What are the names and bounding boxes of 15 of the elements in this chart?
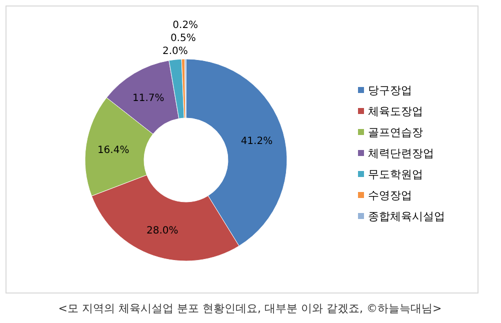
text: <모 지역의 체육시설업 분포 현황인데요, 대부분 이와 같겠죠, ©하늘늑대님>: [58, 302, 442, 315]
data-label: 0.2%: [172, 20, 198, 31]
legend-label: 체력단련장업: [368, 147, 434, 160]
data-label: 2.0%: [162, 46, 188, 57]
data-label: 41.2%: [240, 136, 273, 147]
data-label: 28.0%: [146, 226, 178, 237]
data-label: 0.5%: [170, 33, 196, 44]
legend-label: 수영장업: [368, 189, 412, 202]
data-label: 11.7%: [132, 92, 164, 104]
legend-label: 체육도장업: [368, 105, 423, 118]
legend-label: 골프연습장: [368, 126, 423, 139]
data-label: 16.4%: [97, 144, 130, 156]
legend-label: 당구장업: [368, 84, 412, 97]
legend-label: 무도학원업: [368, 168, 423, 181]
legend-label: 종합체육시설업: [368, 210, 445, 223]
